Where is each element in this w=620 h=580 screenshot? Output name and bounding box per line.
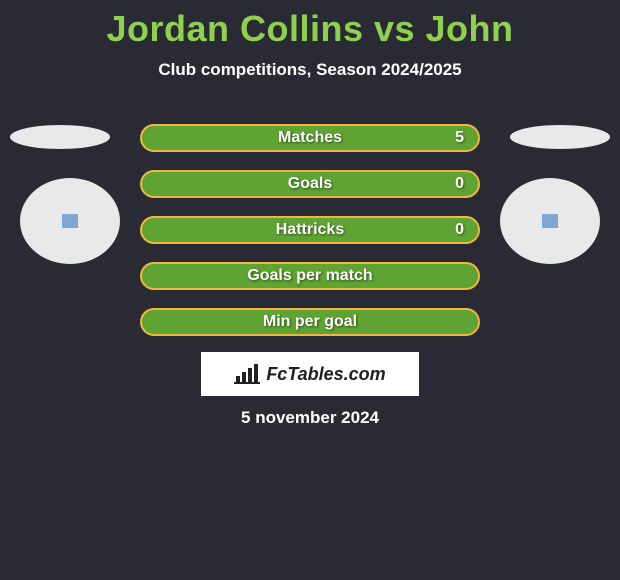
player-right-placeholder-icon [542, 214, 558, 228]
stat-row-label: Goals [142, 172, 478, 196]
player-left-avatar-circle [20, 178, 120, 264]
stat-row-label: Hattricks [142, 218, 478, 242]
stat-row-goals-per-match: Goals per match [140, 262, 480, 290]
stat-row-matches: Matches 5 [140, 124, 480, 152]
page-subtitle: Club competitions, Season 2024/2025 [0, 60, 620, 80]
stat-row-goals: Goals 0 [140, 170, 480, 198]
stat-row-value: 5 [455, 126, 464, 150]
stat-row-label: Goals per match [142, 264, 478, 288]
footer-date: 5 november 2024 [0, 408, 620, 428]
stat-row-min-per-goal: Min per goal [140, 308, 480, 336]
player-left-ellipse [10, 125, 110, 149]
player-right-ellipse [510, 125, 610, 149]
player-right-avatar-circle [500, 178, 600, 264]
stat-rows: Matches 5 Goals 0 Hattricks 0 Goals per … [140, 124, 480, 354]
page-title: Jordan Collins vs John [0, 0, 620, 50]
branding-box: FcTables.com [201, 352, 419, 396]
bar-chart-icon [234, 364, 260, 384]
branding-text: FcTables.com [266, 364, 385, 385]
stat-row-hattricks: Hattricks 0 [140, 216, 480, 244]
stat-row-label: Matches [142, 126, 478, 150]
stat-row-label: Min per goal [142, 310, 478, 334]
player-left-placeholder-icon [62, 214, 78, 228]
stat-row-value: 0 [455, 218, 464, 242]
stat-row-value: 0 [455, 172, 464, 196]
